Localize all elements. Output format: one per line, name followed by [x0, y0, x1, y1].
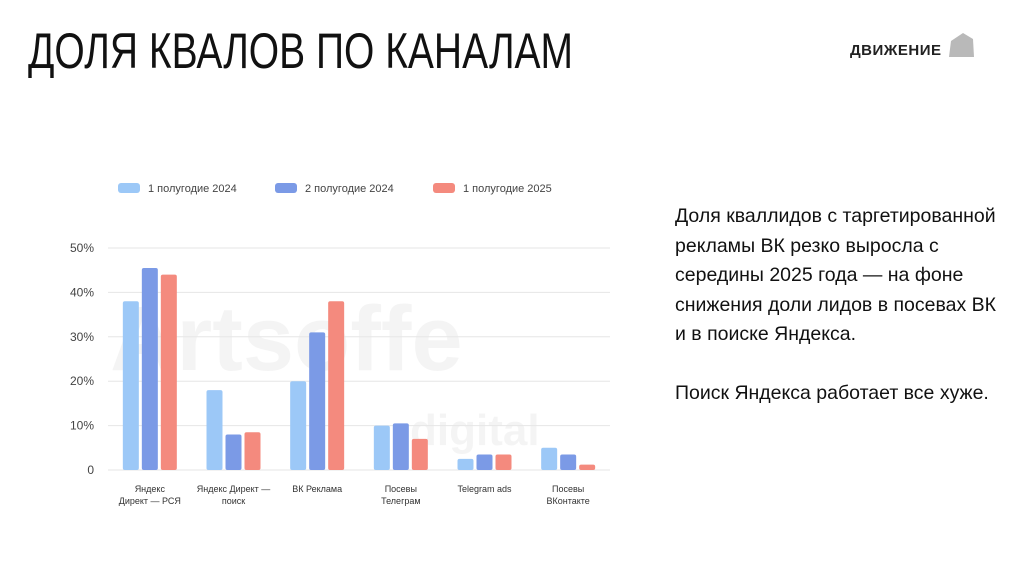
- bar: [457, 458, 474, 470]
- legend-label: 2 полугодие 2024: [305, 183, 394, 195]
- bar: [560, 454, 577, 470]
- y-tick-label: 20%: [70, 374, 94, 388]
- y-tick-label: 0: [87, 463, 94, 477]
- slide-title: ДОЛЯ КВАЛОВ ПО КАНАЛАМ: [28, 23, 574, 79]
- bar: [541, 447, 558, 470]
- bar: [392, 423, 409, 470]
- legend-label: 1 полугодие 2024: [148, 183, 237, 195]
- bar: [206, 390, 223, 470]
- logo-text: ДВИЖЕНИЕ: [850, 42, 942, 59]
- legend-label: 1 полугодие 2025: [463, 183, 552, 195]
- bar: [476, 454, 493, 470]
- watermark-subtext: digital: [410, 406, 540, 455]
- bar: [141, 267, 158, 470]
- legend-swatch: [275, 183, 297, 193]
- x-category-label: Посевы Телеграм: [381, 484, 420, 506]
- brand-logo: ДВИЖЕНИЕ: [850, 28, 975, 59]
- y-tick-label: 50%: [70, 241, 94, 255]
- bar: [373, 425, 390, 470]
- bar: [122, 301, 139, 470]
- house-shape-icon: [949, 32, 975, 57]
- bar: [290, 381, 307, 470]
- y-tick-label: 10%: [70, 419, 94, 433]
- bar: [495, 454, 512, 470]
- bar: [328, 301, 345, 470]
- x-category-label: Яндекс Директ — поиск: [197, 484, 271, 506]
- commentary-paragraph-2: Поиск Яндекса работает все хуже.: [675, 381, 989, 404]
- bar: [244, 432, 261, 470]
- bar: [225, 434, 242, 470]
- commentary: Доля кваллидов с таргетированной рекламы…: [675, 202, 1005, 408]
- legend-swatch: [433, 183, 455, 193]
- bar: [160, 274, 177, 470]
- y-tick-label: 40%: [70, 285, 94, 299]
- legend-swatch: [118, 183, 140, 193]
- y-tick-label: 30%: [70, 330, 94, 344]
- x-category-label: Telegram ads: [457, 484, 512, 494]
- bar: [579, 464, 596, 470]
- x-category-label: Яндекс Директ — РСЯ: [119, 484, 181, 506]
- commentary-paragraph-1: Доля кваллидов с таргетированной рекламы…: [675, 205, 996, 345]
- x-category-label: Посевы ВКонтакте: [547, 484, 590, 506]
- bar: [309, 332, 326, 470]
- bar: [411, 438, 428, 470]
- x-category-label: ВК Реклама: [292, 484, 342, 494]
